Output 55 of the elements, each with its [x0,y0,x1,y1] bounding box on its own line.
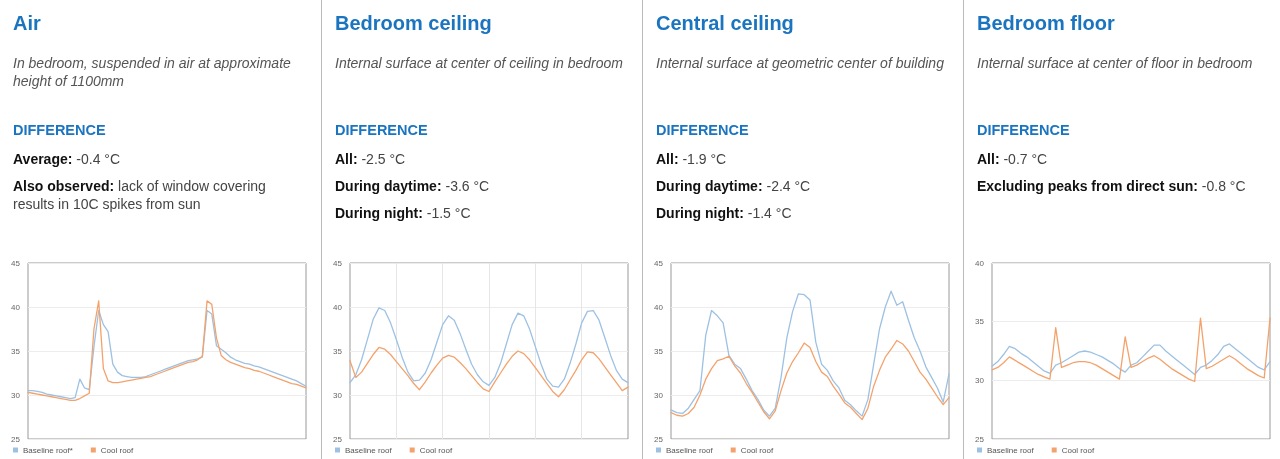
legend-label: Baseline roof* [23,445,73,455]
line-series [670,339,950,421]
text: During daytime: -2.4 °C [656,177,812,195]
text: DIFFERENCE [656,122,750,138]
legend-label: Baseline roof [666,445,714,455]
legend-label: Cool roof [419,445,453,455]
y-tick-label: 35 [11,346,21,356]
text: Also observed: lack of window covering results in 10C spikes from sun [13,177,267,213]
chart-subtitle: In bedroom, suspended in air at approximate height of 1100mm [13,54,292,90]
text: Excluding peaks from direct sun: -0.8 °C [977,177,1247,195]
line-series [349,346,629,398]
y-tick-label: 40 [11,302,21,312]
y-tick-label: 35 [654,346,664,356]
legend-label: Cool roof [1061,445,1095,455]
text: During night: -1.5 °C [335,204,472,222]
y-tick-label: 30 [333,390,343,400]
y-tick-label: 30 [975,375,985,385]
text: DIFFERENCE [13,122,107,138]
y-tick-label: 25 [654,434,664,444]
y-tick-label: 40 [975,258,985,268]
y-tick-label: 45 [333,258,343,268]
line-series [991,343,1271,376]
y-tick-label: 25 [11,434,21,444]
chart-title: Central ceiling [656,12,794,35]
legend-label: Baseline roof [987,445,1035,455]
chart-title: Bedroom floor [977,12,1115,35]
text: All: -1.9 °C [656,150,728,168]
y-tick-label: 40 [654,302,664,312]
legend-label: Cool roof [100,445,135,455]
y-tick-label: 30 [654,390,664,400]
chart-subtitle: Internal surface at geometric center of building [656,54,945,72]
text: All: -0.7 °C [977,150,1049,168]
line-series [349,307,629,388]
y-tick-label: 35 [975,317,985,327]
chart-title: Air [13,12,41,35]
chart-subtitle: Internal surface at center of floor in bedroom [977,54,1254,72]
y-tick-label: 45 [654,258,664,268]
text: DIFFERENCE [977,122,1071,138]
y-tick-label: 25 [975,434,985,444]
text: During daytime: -3.6 °C [335,177,491,195]
y-tick-label: 30 [11,390,21,400]
line-series [991,317,1271,383]
line-series [670,290,950,417]
text: During night: -1.4 °C [656,204,793,222]
text: DIFFERENCE [335,122,429,138]
text: Average: -0.4 °C [13,150,122,168]
legend-label: Baseline roof [345,445,393,455]
y-tick-label: 25 [333,434,343,444]
legend-label: Cool roof [740,445,774,455]
text: All: -2.5 °C [335,150,407,168]
y-tick-label: 40 [333,302,343,312]
y-tick-label: 45 [11,258,21,268]
y-tick-label: 35 [333,346,343,356]
chart-title: Bedroom ceiling [335,12,492,35]
chart-subtitle: Internal surface at center of ceiling in bedroom [335,54,624,72]
